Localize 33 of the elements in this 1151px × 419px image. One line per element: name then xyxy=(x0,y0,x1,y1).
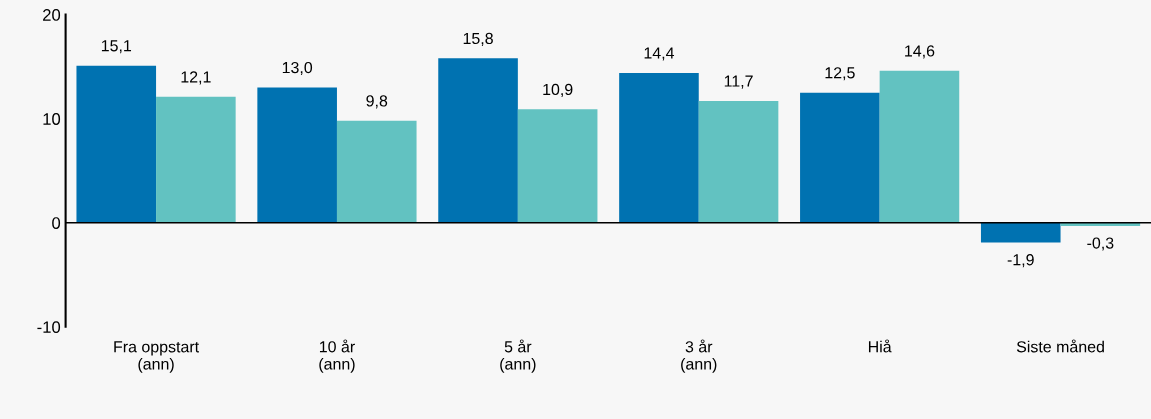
data-label: 12,1 xyxy=(181,71,211,85)
bar xyxy=(698,101,779,223)
x-tick-label: 10 år (ann) xyxy=(319,339,355,373)
y-tick-label: 10 xyxy=(43,113,61,125)
bar xyxy=(156,96,236,223)
bar xyxy=(438,58,518,223)
y-tick-label: 0 xyxy=(52,217,61,229)
y-tick-label: 20 xyxy=(43,9,61,21)
bar xyxy=(76,65,157,223)
data-label: 15,1 xyxy=(101,40,132,54)
y-tick-label: -10 xyxy=(37,321,61,334)
data-label: 15,8 xyxy=(463,32,493,46)
x-tick-label: 5 år (ann) xyxy=(500,339,536,373)
x-tick-label: Hiå xyxy=(868,339,892,353)
bar xyxy=(517,109,598,223)
bar xyxy=(879,70,960,223)
bar xyxy=(980,222,1061,243)
data-label: 14,4 xyxy=(644,47,675,61)
data-label: 12,5 xyxy=(825,67,855,81)
x-tick-label: 3 år (ann) xyxy=(681,339,717,373)
data-label: 10,9 xyxy=(543,83,573,97)
bar xyxy=(336,120,417,223)
x-tick-label: Siste måned xyxy=(1016,339,1104,353)
data-label: 14,6 xyxy=(905,45,935,59)
data-label: 13,0 xyxy=(282,61,313,76)
bar xyxy=(619,72,699,223)
data-label: -0,3 xyxy=(1087,237,1114,251)
bar xyxy=(257,87,337,223)
data-label: 11,7 xyxy=(724,75,753,89)
data-label: -1,9 xyxy=(1007,254,1034,268)
x-tick-label: Fra oppstart (ann) xyxy=(114,341,199,373)
data-label: 9,8 xyxy=(366,95,388,109)
bar xyxy=(800,92,880,223)
